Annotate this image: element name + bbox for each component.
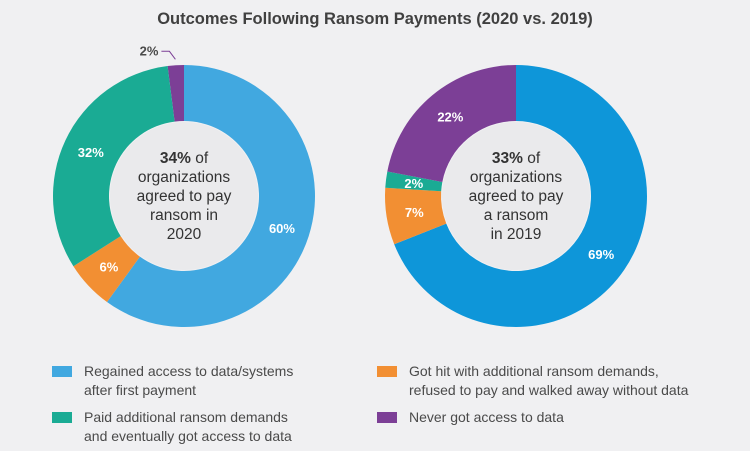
leader-line-2020-never — [161, 50, 176, 60]
legend-text-regained: Regained access to data/systems after fi… — [84, 362, 293, 400]
slice-label-2019-additional: 7% — [405, 205, 424, 220]
center-text-2019: 33% of — [492, 150, 541, 167]
legend-swatch-additional — [377, 366, 397, 377]
slice-label-2020-regained: 60% — [269, 221, 295, 236]
center-text-line-2019: agreed to pay — [469, 188, 564, 205]
legend-swatch-paid — [52, 412, 72, 423]
donut-slice-2019-regained — [394, 65, 647, 328]
legend-line: Paid additional ransom demands — [84, 409, 288, 425]
legend-swatch-never — [377, 412, 397, 423]
center-text-line-2020: organizations — [138, 169, 230, 186]
center-text-line-2020: ransom in — [150, 207, 218, 224]
donut-center-2020 — [110, 122, 258, 270]
slice-label-2020-paid: 32% — [78, 145, 104, 160]
slice-label-2019-paid: 2% — [404, 176, 423, 191]
donut-slice-2020-additional — [73, 236, 140, 302]
center-text-line-2019: in 2019 — [491, 226, 542, 243]
center-text-2020: 34% of — [160, 150, 209, 167]
legend-item-never: Never got access to data — [377, 408, 564, 427]
legend-text-never: Never got access to data — [409, 408, 564, 427]
donut-slice-2019-paid — [385, 171, 443, 192]
legend-line: Regained access to data/systems — [84, 363, 294, 379]
legend-line: refused to pay and walked away without d… — [409, 382, 689, 398]
legend-item-paid: Paid additional ransom demands and event… — [52, 408, 292, 446]
legend-item-additional: Got hit with additional ransom demands, … — [377, 362, 688, 400]
legend-line: and eventually got access to data — [84, 428, 292, 444]
donut-slice-2019-additional — [385, 187, 447, 245]
slice-label-2020-never: 2% — [140, 43, 159, 58]
chart-title: Outcomes Following Ransom Payments (2020… — [157, 10, 593, 28]
slice-label-2020-additional: 6% — [100, 260, 119, 275]
legend-line: Never got access to data — [409, 409, 564, 425]
legend-swatch-regained — [52, 366, 72, 377]
center-text-line-2020: 2020 — [167, 226, 202, 243]
legend-text-additional: Got hit with additional ransom demands, … — [409, 362, 688, 400]
legend-line: after first payment — [84, 382, 197, 398]
legend-text-paid: Paid additional ransom demands and event… — [84, 408, 292, 446]
center-text-line-2020: agreed to pay — [137, 188, 232, 205]
legend-item-regained: Regained access to data/systems after fi… — [52, 362, 293, 400]
donut-slice-2019-never — [387, 65, 516, 182]
donut-slice-2020-paid — [53, 66, 175, 267]
slice-label-2019-regained: 69% — [588, 247, 614, 262]
donut-center-2019 — [442, 122, 590, 270]
donut-slice-2020-regained — [107, 65, 315, 327]
center-text-line-2019: organizations — [470, 169, 562, 186]
center-text-line-2019: a ransom — [484, 207, 549, 224]
legend-line: Got hit with additional ransom demands, — [409, 363, 659, 379]
slice-label-2019-never: 22% — [437, 110, 463, 125]
donut-slice-2020-never — [167, 65, 184, 122]
